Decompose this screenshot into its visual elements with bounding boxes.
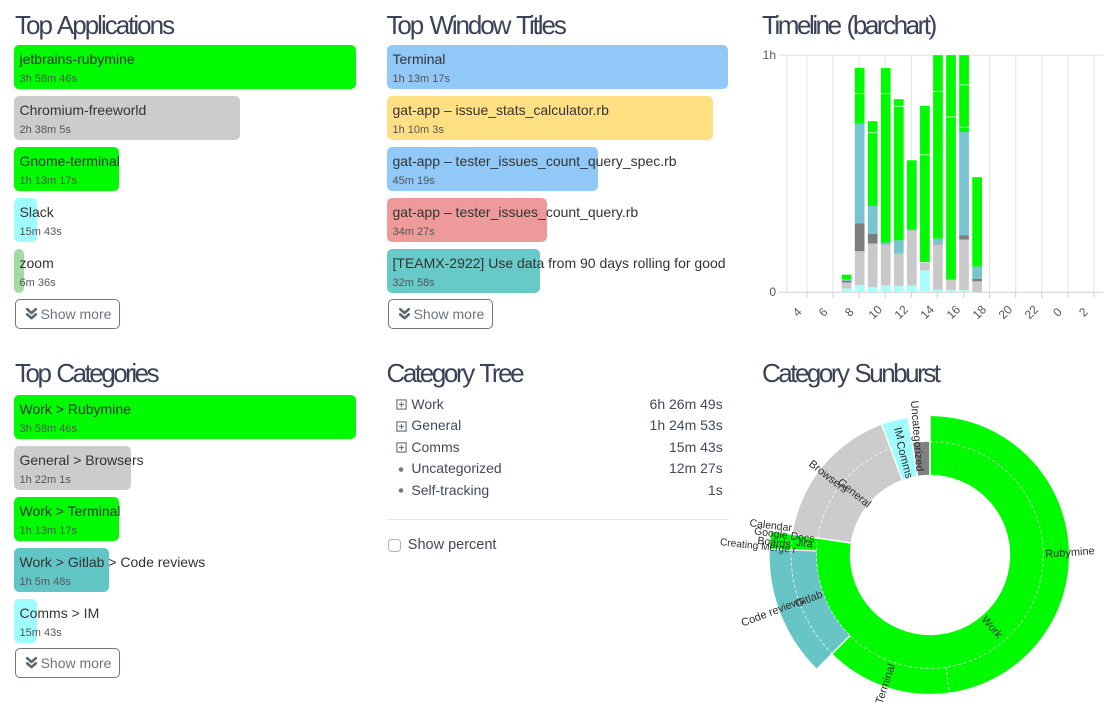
svg-text:Uncategorized: Uncategorized (908, 400, 926, 472)
svg-text:Terminal: Terminal (874, 662, 898, 705)
svg-text:Code reviews: Code reviews (740, 594, 807, 629)
svg-text:Jira: Jira (795, 537, 813, 551)
svg-text:1h: 1h (763, 48, 776, 62)
svg-text:8: 8 (842, 305, 857, 320)
svg-text:General: General (835, 476, 873, 510)
svg-text:12: 12 (892, 302, 912, 322)
svg-text:20: 20 (996, 302, 1016, 322)
svg-text:Work: Work (979, 614, 1005, 642)
svg-text:6: 6 (816, 305, 831, 320)
svg-text:0: 0 (769, 285, 776, 299)
svg-text:Creating Merge r: Creating Merge r (719, 537, 797, 556)
svg-text:2: 2 (1076, 305, 1091, 320)
svg-text:14: 14 (918, 302, 938, 322)
svg-text:4: 4 (790, 305, 805, 320)
svg-text:Calendar: Calendar (749, 517, 793, 534)
svg-text:22: 22 (1022, 302, 1042, 322)
svg-text:16: 16 (944, 302, 964, 322)
svg-text:Google Docs: Google Docs (753, 525, 815, 545)
svg-text:Rubymine: Rubymine (1045, 545, 1095, 560)
svg-text:Browsers: Browsers (806, 458, 850, 496)
svg-text:IM: IM (891, 426, 906, 441)
svg-text:18: 18 (970, 302, 990, 322)
svg-text:Boards: Boards (757, 535, 791, 551)
svg-text:Comms: Comms (894, 440, 915, 480)
svg-text:0: 0 (1050, 305, 1065, 320)
svg-text:Gitlab: Gitlab (793, 589, 824, 611)
svg-text:10: 10 (866, 302, 886, 322)
